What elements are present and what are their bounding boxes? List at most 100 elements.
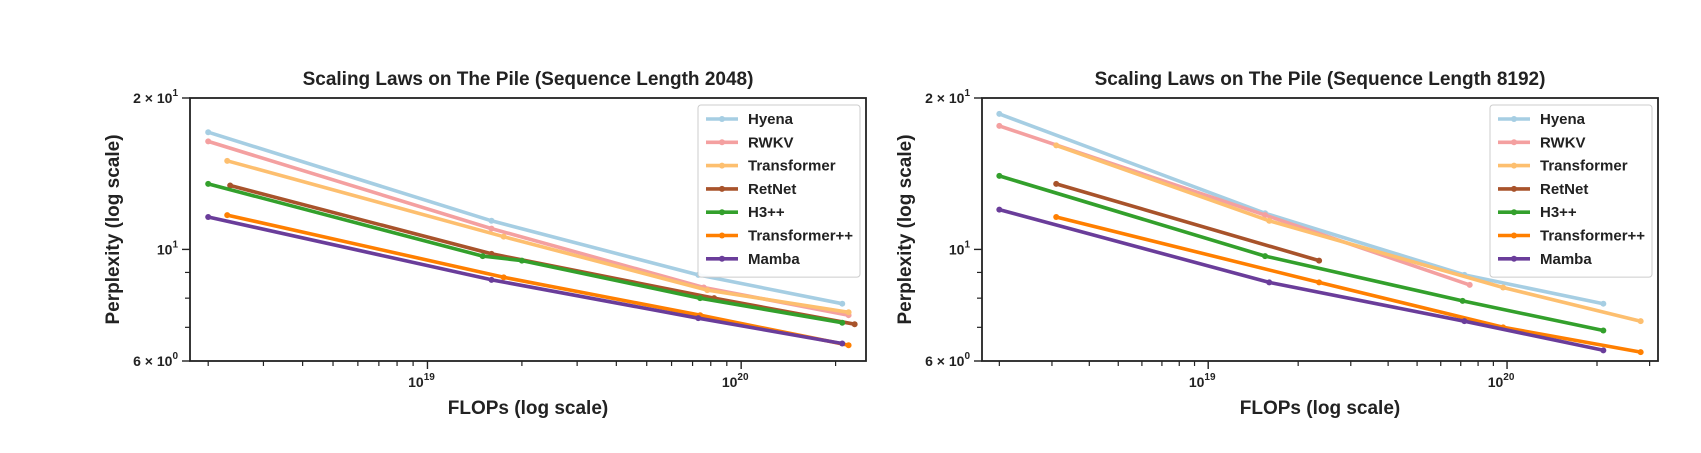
chart-title: Scaling Laws on The Pile (Sequence Lengt… — [1095, 69, 1546, 90]
data-point — [224, 212, 231, 219]
data-point — [1266, 279, 1273, 286]
data-point — [205, 138, 212, 145]
series-line-transformer — [1054, 143, 1643, 324]
legend-label: Mamba — [1540, 251, 1592, 268]
legend-label: H3++ — [1540, 204, 1577, 221]
data-point — [1316, 279, 1323, 286]
legend-label: RetNet — [748, 181, 796, 198]
data-point — [488, 225, 495, 232]
legend-label: RWKV — [1540, 134, 1586, 151]
data-point — [839, 340, 846, 347]
data-point — [224, 157, 231, 164]
data-point — [488, 276, 495, 283]
legend-label: Transformer++ — [748, 228, 853, 245]
legend-marker — [1511, 116, 1517, 122]
data-point — [1500, 284, 1507, 291]
data-point — [839, 300, 846, 307]
data-point — [1053, 180, 1060, 187]
data-point — [500, 233, 507, 240]
data-point — [1262, 253, 1269, 260]
y-tick-label: 6 × 100 — [925, 351, 970, 369]
legend-label: Transformer++ — [1540, 228, 1645, 245]
legend-marker — [719, 255, 725, 262]
data-point — [851, 321, 858, 328]
x-tick-label: 1020 — [1488, 372, 1515, 390]
y-tick-label: 2 × 101 — [925, 88, 970, 106]
data-point — [996, 172, 1003, 179]
data-point — [996, 122, 1003, 129]
plot-frame — [981, 97, 1659, 362]
legend-marker — [719, 209, 725, 216]
legend-label: H3++ — [748, 204, 785, 221]
legend-marker — [719, 185, 725, 192]
y-tick-label: 101 — [157, 239, 179, 257]
y-tick-label: 101 — [949, 239, 971, 257]
data-point — [227, 182, 234, 189]
chart-panel-seq-8192: Scaling Laws on The Pile (Sequence Lengt… — [895, 69, 1659, 419]
data-point — [1600, 327, 1607, 334]
x-axis-label: FLOPs (log scale) — [1240, 398, 1400, 419]
data-point — [1600, 300, 1607, 307]
data-point — [1637, 349, 1644, 356]
legend-marker — [1511, 139, 1517, 146]
data-point — [996, 110, 1003, 117]
series-line-h3pp — [997, 174, 1606, 333]
data-point — [518, 257, 525, 264]
data-point — [839, 319, 846, 326]
data-point — [1053, 142, 1060, 149]
series-line-hyena — [997, 112, 1606, 306]
data-point — [1053, 213, 1060, 220]
y-tick-label: 2 × 101 — [133, 88, 178, 106]
x-tick-label: 1020 — [722, 372, 749, 390]
legend-marker — [1511, 232, 1517, 239]
x-axis-label: FLOPs (log scale) — [448, 398, 608, 419]
series-line-transformerpp — [1054, 215, 1643, 354]
legend-label: Hyena — [748, 111, 794, 128]
data-point — [488, 217, 495, 224]
series-line-transformer — [225, 159, 851, 315]
legend-marker — [1511, 162, 1517, 169]
data-point — [697, 295, 704, 302]
y-axis-label: Perplexity (log scale) — [103, 134, 124, 324]
legend-label: Transformer — [1540, 158, 1628, 175]
data-point — [479, 253, 486, 260]
legend-marker — [719, 139, 725, 146]
data-point — [205, 129, 212, 136]
data-point — [704, 287, 711, 294]
x-tick-label: 1019 — [408, 372, 435, 390]
y-tick-label: 6 × 100 — [133, 351, 178, 369]
data-point — [500, 274, 507, 281]
legend-marker — [1511, 255, 1517, 262]
data-point — [1266, 217, 1273, 224]
data-point — [1466, 281, 1473, 288]
y-axis-label: Perplexity (log scale) — [895, 134, 916, 324]
series-line-retnet — [1054, 182, 1321, 263]
data-point — [1459, 297, 1466, 304]
legend-label: RetNet — [1540, 181, 1588, 198]
data-point — [205, 180, 212, 187]
series-line-hyena — [206, 130, 845, 306]
legend-marker — [1511, 185, 1517, 192]
data-point — [1316, 257, 1323, 264]
data-point — [1461, 318, 1468, 325]
legend-marker — [1511, 209, 1517, 216]
chart-title: Scaling Laws on The Pile (Sequence Lengt… — [303, 69, 754, 90]
legend-label: RWKV — [748, 134, 794, 151]
legend-marker — [719, 232, 725, 239]
x-tick-label: 1019 — [1189, 372, 1216, 390]
data-point — [205, 213, 212, 220]
legend-label: Mamba — [748, 251, 800, 268]
data-point — [996, 206, 1003, 213]
legend-marker — [719, 116, 725, 122]
legend-marker — [719, 162, 725, 169]
series-line-mamba — [206, 215, 845, 346]
data-point — [1637, 318, 1644, 325]
legend — [1489, 104, 1653, 278]
series-line-mamba — [997, 207, 1606, 353]
legend-label: Hyena — [1540, 111, 1586, 128]
data-point — [845, 309, 852, 316]
data-point — [845, 342, 852, 349]
data-point — [1262, 212, 1269, 219]
legend — [697, 104, 861, 278]
